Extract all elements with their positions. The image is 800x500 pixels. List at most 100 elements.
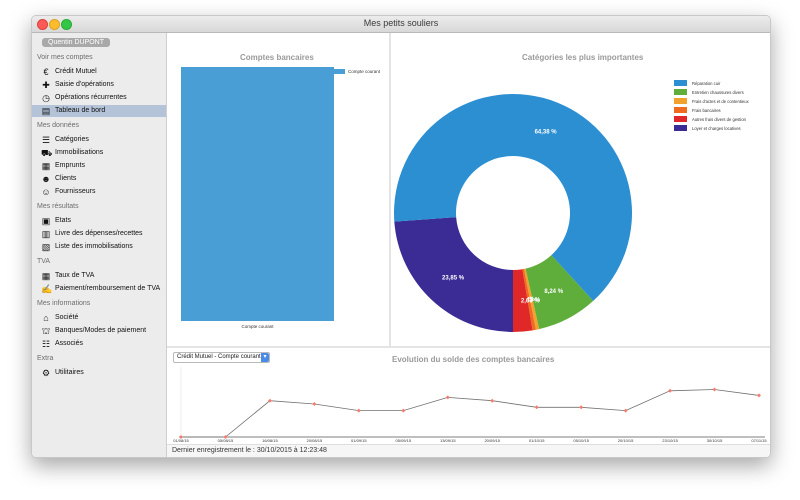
sidebar-item-label: Tableau de bord — [55, 107, 106, 114]
sidebar-item[interactable]: ⌂ Société — [32, 312, 166, 324]
sidebar-item-label: Clients — [55, 175, 77, 182]
client-icon: ☻ — [41, 174, 51, 184]
legend-label: Réparation cuir — [692, 81, 721, 86]
x-tick-label: 20/08/15 — [307, 438, 323, 443]
sidebar-item[interactable]: ▦ Taux de TVA — [32, 270, 166, 282]
sidebar-item[interactable]: ▤ Tableau de bord — [32, 105, 166, 117]
data-point[interactable] — [490, 398, 495, 403]
sidebar-item[interactable]: ✚ Saisie d'opérations — [32, 79, 166, 91]
close-window-button[interactable] — [37, 19, 48, 30]
payment-icon: ✍ — [41, 284, 53, 294]
sidebar-item[interactable]: € Crédit Mutuel — [32, 66, 166, 78]
sidebar-item[interactable]: ◷ Opérations récurrentes — [32, 92, 166, 104]
calculator-icon: ▦ — [41, 271, 51, 281]
data-point[interactable] — [223, 435, 228, 439]
car-icon: ⛟ — [41, 148, 53, 158]
bar[interactable] — [181, 67, 334, 321]
bank-accounts-chart-panel: Comptes bancaires Compte courant Compte c… — [167, 33, 389, 346]
window-title: Mes petits souliers — [363, 18, 439, 28]
legend-swatch — [674, 125, 687, 131]
legend-swatch — [674, 98, 687, 104]
data-point[interactable] — [267, 398, 272, 403]
categories-icon: ☰ — [41, 135, 51, 145]
sidebar-item-label: Taux de TVA — [55, 272, 95, 279]
sidebar-item[interactable]: ☰ Catégories — [32, 134, 166, 146]
legend-swatch — [331, 69, 345, 74]
sidebar-section-title: Voir mes comptes — [37, 54, 93, 61]
bank-accounts-chart: Compte courant Compte courant — [181, 67, 381, 329]
legend-swatch — [674, 89, 687, 95]
donut-slice[interactable] — [523, 268, 540, 330]
legend-label: Loyer et charges locatives — [692, 126, 741, 131]
sidebar-item[interactable]: ▧ Liste des immobilisations — [32, 241, 166, 253]
vertical-split-divider[interactable] — [389, 33, 391, 346]
donut-slice[interactable] — [394, 94, 632, 301]
sidebar-item-label: Opérations récurrentes — [55, 94, 127, 101]
data-point[interactable] — [712, 387, 717, 392]
gear-icon: ⚙ — [41, 368, 51, 378]
sidebar-section-title: Extra — [37, 355, 54, 362]
sidebar-item[interactable]: ☺ Fournisseurs — [32, 186, 166, 198]
sidebar: Quentin DUPONT Voir mes comptes € Crédit M… — [32, 33, 167, 457]
data-point[interactable] — [623, 408, 628, 413]
sidebar-item[interactable]: ⛟ Immobilisations — [32, 147, 166, 159]
x-tick-label: 23/10/15 — [662, 438, 678, 443]
data-point[interactable] — [534, 405, 539, 410]
sidebar-item[interactable]: ☻ Clients — [32, 173, 166, 185]
clock-icon: ◷ — [42, 93, 50, 103]
x-tick-label: 05/10/15 — [573, 438, 589, 443]
maximize-window-button[interactable] — [61, 19, 72, 30]
donut-slice[interactable] — [525, 255, 594, 330]
data-point[interactable] — [668, 388, 673, 393]
data-point[interactable] — [579, 405, 584, 410]
horizontal-split-divider[interactable] — [167, 346, 770, 348]
x-tick-label: 20/10/15 — [618, 438, 634, 443]
data-point[interactable] — [445, 395, 450, 400]
account-select-value: Crédit Mutuel - Compte courant — [177, 354, 261, 360]
legend-label: Frais d'actes et de contentieux — [692, 99, 750, 104]
donut-slice[interactable] — [522, 268, 536, 331]
sidebar-item[interactable]: ⚙ Utilitaires — [32, 367, 166, 379]
sidebar-item-label: Saisie d'opérations — [55, 81, 114, 88]
x-tick-label: 05/08/15 — [218, 438, 234, 443]
book-icon: ▥ — [41, 229, 51, 239]
sidebar-item[interactable]: ☷ Associés — [32, 338, 166, 350]
legend-label: Frais bancaires — [692, 108, 721, 113]
minimize-window-button[interactable] — [49, 19, 60, 30]
x-tick-label: 01/09/15 — [351, 438, 367, 443]
categories-chart-title: Catégories les plus importantes — [522, 53, 644, 62]
donut-data-label: 0,45 % — [521, 298, 540, 304]
categories-donut-chart: 8,24 %0,45 %0,45 %2,63 %23,85 %64,38 % R… — [394, 80, 750, 332]
data-point[interactable] — [401, 408, 406, 413]
data-point[interactable] — [757, 393, 761, 398]
bar-category-label: Compte courant — [241, 324, 274, 329]
legend-label: Entretien chaussures divers — [692, 90, 744, 95]
sidebar-item-label: Paiement/remboursement de TVA — [55, 285, 161, 292]
sidebar-section-title: TVA — [37, 258, 51, 265]
sidebar-item[interactable]: ⛫ Banques/Modes de paiement — [32, 325, 166, 337]
data-point[interactable] — [312, 402, 317, 406]
sidebar-item[interactable]: ▣ Etats — [32, 215, 166, 227]
balance-line — [181, 389, 760, 438]
sidebar-item[interactable]: ✍ Paiement/remboursement de TVA — [32, 283, 166, 295]
x-tick-label: 20/09/15 — [484, 438, 500, 443]
loan-icon: ▦ — [41, 161, 51, 171]
legend-swatch — [674, 80, 687, 86]
donut-slice[interactable] — [513, 269, 533, 332]
data-point[interactable] — [356, 408, 361, 413]
donut-data-label: 23,85 % — [442, 275, 465, 281]
people-icon: ☷ — [41, 339, 51, 349]
sidebar-item[interactable]: ▦ Emprunts — [32, 160, 166, 172]
last-saved-text: Dernier enregistrement le : 30/10/2015 à… — [172, 447, 327, 454]
account-select[interactable]: Crédit Mutuel - Compte courant ▾ — [173, 352, 270, 363]
dashboard: Comptes bancaires Compte courant Compte c… — [167, 33, 770, 457]
sidebar-item-label: Liste des immobilisations — [55, 243, 133, 250]
sidebar-item[interactable]: ▥ Livre des dépenses/recettes — [32, 228, 166, 240]
legend-label: Compte courant — [348, 69, 381, 74]
balance-line-chart: 01/08/15 05/08/15 16/08/15 20/08/15 01/09/15… — [173, 367, 767, 443]
data-point[interactable] — [179, 435, 183, 439]
sidebar-item-label: Emprunts — [55, 162, 85, 169]
x-tick-label: 30/10/15 — [707, 438, 723, 443]
donut-slice[interactable] — [394, 217, 513, 332]
user-badge[interactable]: Quentin DUPONT — [42, 38, 111, 47]
